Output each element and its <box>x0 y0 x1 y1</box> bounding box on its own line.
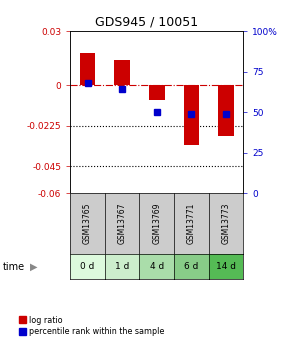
Bar <box>218 85 234 136</box>
Text: 4 d: 4 d <box>150 262 164 271</box>
Text: ▶: ▶ <box>30 262 38 272</box>
Text: GSM13767: GSM13767 <box>118 203 127 244</box>
Text: 1 d: 1 d <box>115 262 130 271</box>
Text: 0 d: 0 d <box>80 262 95 271</box>
Bar <box>183 85 199 145</box>
Legend: log ratio, percentile rank within the sample: log ratio, percentile rank within the sa… <box>16 312 168 339</box>
Text: GSM13769: GSM13769 <box>152 203 161 244</box>
Text: 6 d: 6 d <box>184 262 199 271</box>
Bar <box>80 53 96 85</box>
Text: GSM13771: GSM13771 <box>187 203 196 244</box>
Text: GSM13765: GSM13765 <box>83 203 92 244</box>
Text: GSM13773: GSM13773 <box>222 203 230 244</box>
Text: GDS945 / 10051: GDS945 / 10051 <box>95 16 198 29</box>
Bar <box>149 85 165 99</box>
Text: 14 d: 14 d <box>216 262 236 271</box>
Bar <box>114 60 130 85</box>
Text: time: time <box>3 262 25 272</box>
